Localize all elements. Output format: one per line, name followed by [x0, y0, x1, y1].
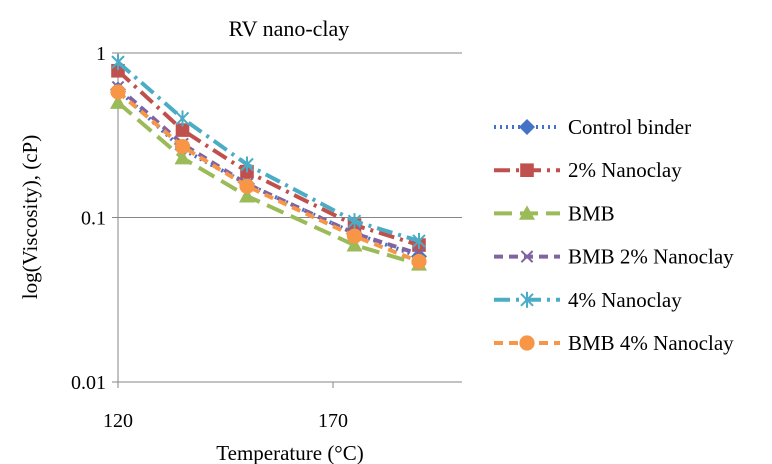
- marker-circle: [411, 253, 427, 270]
- legend-item-4pct-nanoclay: 4% Nanoclay: [494, 288, 682, 312]
- series-4pct-nanoclay: [111, 54, 426, 249]
- legend-label: BMB 2% Nanoclay: [568, 245, 734, 269]
- legend-item-bmb-4pct-nanoclay: BMB 4% Nanoclay: [494, 331, 734, 355]
- marker-circle: [174, 138, 191, 155]
- marker-triangle: [346, 237, 363, 252]
- marker-triangle: [174, 149, 191, 165]
- series-line: [116, 90, 420, 264]
- marker-circle: [110, 84, 126, 100]
- marker-triangle: [239, 188, 255, 203]
- series-bmb: [110, 94, 427, 271]
- legend-label: 4% Nanoclay: [568, 288, 682, 312]
- x-tick-label: 120: [103, 410, 133, 432]
- marker-x-stroke: [520, 250, 534, 263]
- series-layer: [110, 54, 427, 271]
- gridlines: [118, 52, 462, 383]
- marker-square: [520, 163, 534, 177]
- marker-circle: [346, 228, 363, 244]
- y-tick-label: 0.1: [81, 208, 106, 230]
- marker-triangle: [519, 205, 535, 220]
- marker-square: [175, 123, 190, 137]
- y-axis-label: log(Viscosity), (cP): [18, 135, 42, 299]
- marker-circle: [519, 335, 535, 351]
- marker-star: [412, 232, 426, 249]
- y-tick-label: 0.01: [71, 372, 106, 394]
- marker-star: [111, 54, 125, 71]
- series-line: [116, 69, 420, 247]
- chart-title: RV nano-clay: [229, 16, 350, 41]
- marker-circle: [239, 178, 255, 194]
- marker-star: [347, 213, 362, 230]
- legend-label: Control binder: [568, 115, 691, 139]
- series-2pct-nanoclay: [111, 63, 426, 252]
- legend-item-control-binder: Control binder: [494, 115, 691, 139]
- y-tick-label: 1: [96, 43, 106, 65]
- legend-item-bmb-2pct-nanoclay: BMB 2% Nanoclay: [494, 245, 734, 269]
- series-bmb-4pct-nanoclay: [110, 84, 427, 270]
- legend-label: BMB: [568, 201, 615, 225]
- marker-star: [520, 291, 534, 308]
- legend-label: 2% Nanoclay: [568, 158, 682, 182]
- tick-labels: 0.01 0.1 1 120 170: [71, 43, 348, 432]
- legend-item-2pct-nanoclay: 2% Nanoclay: [494, 158, 682, 182]
- series-line: [116, 60, 420, 243]
- series-line: [116, 85, 420, 256]
- marker-diamond: [519, 119, 535, 135]
- marker-star: [240, 156, 254, 173]
- legend-label: BMB 4% Nanoclay: [568, 331, 734, 355]
- marker-x: [520, 250, 534, 263]
- legend-item-bmb: BMB: [494, 201, 615, 225]
- x-axis-label: Temperature (°C): [216, 441, 363, 464]
- x-tick-label: 170: [318, 410, 348, 432]
- marker-triangle: [110, 94, 126, 109]
- marker-star: [175, 110, 190, 127]
- legend: Control binder 2% Nanoclay BMB BMB 2% Nanoc…: [494, 115, 734, 355]
